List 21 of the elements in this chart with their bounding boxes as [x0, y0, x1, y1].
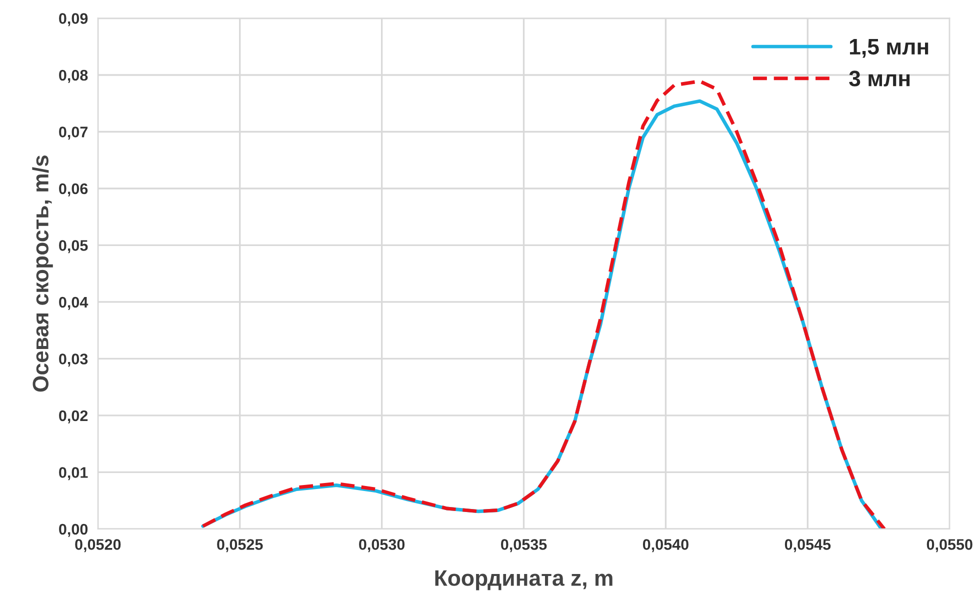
- x-tick-label: 0,0530: [359, 539, 405, 552]
- y-axis-title: Осевая скорость, m/s: [32, 156, 53, 392]
- y-tick-label: 0,05: [59, 240, 88, 254]
- y-tick-label: 0,09: [59, 13, 88, 26]
- x-tick-label: 0,0535: [501, 539, 547, 552]
- x-tick-label: 0,0525: [217, 539, 263, 552]
- y-tick-label: 0,00: [59, 524, 88, 537]
- y-tick-label: 0,04: [59, 296, 88, 310]
- x-tick-label: 0,0550: [926, 539, 972, 552]
- y-tick-label: 0,06: [59, 183, 88, 196]
- y-tick-label: 0,08: [59, 70, 88, 83]
- y-tick-label: 0,07: [59, 126, 88, 140]
- y-tick-label: 0,01: [59, 467, 88, 480]
- y-tick-label: 0,02: [59, 410, 88, 424]
- legend-label: 3 млн: [849, 70, 910, 86]
- x-axis-title: Координата z, m: [435, 570, 612, 590]
- x-tick-label: 0,0545: [784, 539, 831, 552]
- legend-label: 1,5 млн: [850, 39, 928, 58]
- x-tick-label: 0,0520: [75, 539, 121, 552]
- x-tick-label: 0,0540: [642, 539, 688, 552]
- y-tick-label: 0,03: [59, 354, 88, 367]
